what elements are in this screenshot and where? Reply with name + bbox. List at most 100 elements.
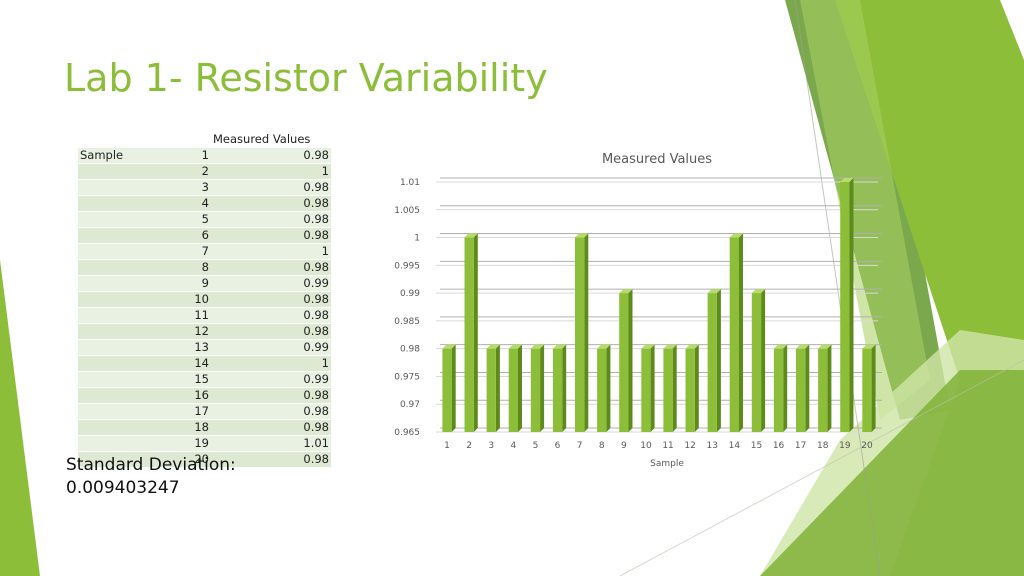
- table-cell-value: 0.99: [211, 339, 331, 356]
- bar-side: [495, 344, 500, 432]
- table-cell-sample: 2: [146, 163, 211, 180]
- bar-top: [773, 344, 788, 349]
- bar-top: [729, 233, 743, 238]
- y-tick-label: 0.97: [400, 400, 420, 410]
- x-tick-label: 2: [466, 441, 472, 451]
- x-tick-label: 13: [707, 441, 718, 451]
- table-cell-value: 0.98: [211, 179, 331, 196]
- y-tick-label: 0.99: [400, 289, 420, 299]
- bar-side: [650, 344, 655, 432]
- table-cell-sample: 1: [146, 147, 211, 164]
- std-label: Standard Deviation:: [66, 455, 236, 475]
- table-row: 9 0.99: [78, 275, 331, 292]
- y-tick-label: 0.965: [394, 428, 420, 438]
- bar-side: [871, 344, 876, 432]
- bar-top: [862, 344, 876, 349]
- table-cell-sample: 13: [146, 339, 211, 356]
- bar: [773, 348, 784, 432]
- table-cell-sample: 20: [146, 451, 211, 468]
- table-row-label: [78, 371, 146, 388]
- bar: [619, 293, 629, 432]
- table-row-label: [78, 243, 146, 260]
- table-cell-sample: 15: [146, 371, 211, 388]
- bar-side: [451, 344, 456, 432]
- x-tick-label: 12: [684, 441, 695, 451]
- x-tick-label: 1: [444, 441, 450, 451]
- decor-shape-left: [0, 260, 40, 576]
- bar: [508, 348, 518, 432]
- y-tick-label: 1: [414, 234, 420, 244]
- bar-top: [575, 233, 589, 238]
- table-cell-value: 0.98: [211, 387, 331, 404]
- table-cell-sample: 7: [146, 243, 211, 260]
- table-cell-value: 0.99: [211, 275, 331, 292]
- table-cell-value: 0.98: [211, 307, 331, 324]
- table-row-label: [78, 195, 146, 212]
- table-row: 5 0.98: [78, 211, 331, 228]
- table-header-row: Measured Values: [78, 132, 331, 148]
- table-cell-value: 0.98: [211, 227, 331, 244]
- y-tick-label: 0.975: [394, 372, 420, 382]
- bar-side: [628, 289, 633, 432]
- bar-side: [672, 344, 677, 432]
- table-row: 11 0.98: [78, 307, 331, 324]
- table-cell-value: 0.98: [211, 419, 331, 436]
- bar-side: [694, 344, 699, 432]
- bar-top: [707, 289, 721, 294]
- table-cell-sample: 16: [146, 387, 211, 404]
- bar-top: [486, 344, 500, 349]
- bar-side: [606, 344, 611, 432]
- slide-title: Lab 1- Resistor Variability: [64, 56, 548, 100]
- bar-top: [597, 344, 611, 349]
- table-cell-value: 1: [211, 163, 331, 180]
- table-cell-value: 0.98: [211, 259, 331, 276]
- x-tick-label: 19: [839, 441, 851, 451]
- table-cell-sample: 19: [146, 435, 211, 452]
- table-row-label: [78, 419, 146, 436]
- bar-side: [473, 233, 478, 432]
- table-cell-value: 1: [211, 243, 331, 260]
- x-tick-label: 10: [640, 441, 652, 451]
- table-cell-value: 0.98: [211, 323, 331, 340]
- bar-top: [685, 344, 699, 349]
- bar: [729, 237, 739, 432]
- table-cell-value: 0.98: [211, 451, 331, 468]
- table-row: 16 0.98: [78, 387, 331, 404]
- bar: [575, 237, 585, 432]
- table-row-label: [78, 403, 146, 420]
- table-cell-value: 0.98: [211, 291, 331, 308]
- y-tick-label: 1.01: [400, 178, 420, 188]
- bar-side: [716, 289, 721, 432]
- bar-top: [442, 344, 456, 349]
- table-cell-value: 1: [211, 355, 331, 372]
- table-cell-value: 0.98: [211, 147, 331, 164]
- table-row: 19 1.01: [78, 435, 331, 452]
- table-row: 17 0.98: [78, 403, 331, 420]
- bar: [840, 182, 850, 432]
- bar-top: [641, 344, 655, 349]
- bar-side: [517, 344, 522, 432]
- bar: [663, 348, 673, 432]
- x-tick-label: 15: [751, 441, 762, 451]
- table-header-measured-values: Measured Values: [146, 132, 331, 148]
- x-tick-label: 8: [599, 441, 605, 451]
- table-cell-sample: 9: [146, 275, 211, 292]
- decor-line-1: [794, 0, 881, 576]
- table-row: 3 0.98: [78, 179, 331, 196]
- bar-side: [738, 233, 743, 432]
- table-row-label: [78, 275, 146, 292]
- table-row-label: [78, 163, 146, 180]
- bar-top: [751, 289, 766, 294]
- table-row-label: [78, 339, 146, 356]
- table-row-label: [78, 323, 146, 340]
- bar: [486, 348, 496, 432]
- table-row: 4 0.98: [78, 195, 331, 212]
- x-tick-label: 4: [510, 441, 516, 451]
- bar-side: [783, 344, 788, 432]
- bar-top: [508, 344, 522, 349]
- chart-title: Measured Values: [602, 152, 712, 167]
- table-row: 15 0.99: [78, 371, 331, 388]
- table-row-label: [78, 179, 146, 196]
